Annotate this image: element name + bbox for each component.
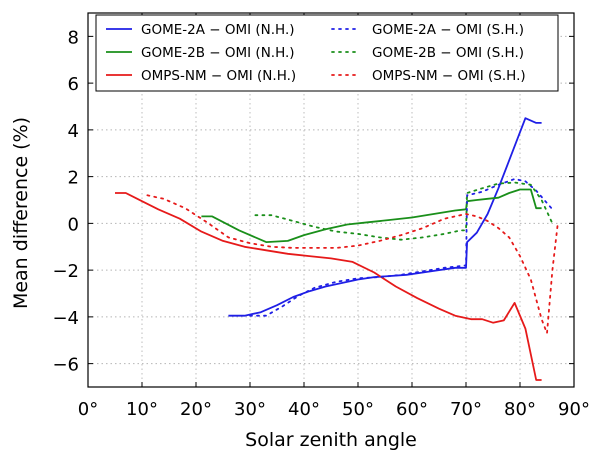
x-tick-label: 80°: [504, 399, 536, 420]
y-tick-label: 2: [68, 168, 79, 189]
legend-label: OMPS-NM − OMI (S.H.): [372, 68, 526, 84]
x-tick-label: 70°: [450, 399, 482, 420]
x-tick-label: 10°: [126, 399, 158, 420]
series-line: [228, 117, 542, 317]
legend-label: GOME-2A − OMI (S.H.): [372, 22, 524, 38]
y-tick-label: −4: [52, 308, 79, 329]
x-tick-label: 40°: [288, 399, 320, 420]
x-tick-label: 0°: [78, 399, 98, 420]
legend-label: OMPS-NM − OMI (N.H.): [141, 68, 296, 84]
x-tick-label: 90°: [558, 399, 590, 420]
y-tick-label: −2: [52, 261, 79, 282]
y-tick-label: −6: [52, 355, 79, 376]
series-line: [254, 181, 554, 241]
series-line: [146, 194, 559, 335]
y-tick-label: 8: [68, 27, 79, 48]
x-tick-label: 30°: [234, 399, 266, 420]
series-line: [201, 188, 542, 244]
plot-frame: [87, 12, 575, 388]
plot-lines: [115, 117, 559, 381]
legend-box: [95, 14, 559, 92]
y-tick-label: 6: [68, 74, 79, 95]
y-axis-label: Mean difference (%): [10, 117, 32, 309]
x-axis-label: Solar zenith angle: [245, 429, 417, 451]
y-tick-label: 0: [68, 214, 79, 235]
legend-label: GOME-2A − OMI (N.H.): [141, 22, 295, 38]
legend: GOME-2A − OMI (N.H.) GOME-2B − OMI (N.H.)…: [95, 14, 559, 92]
x-tick-label: 60°: [396, 399, 428, 420]
series-line: [249, 178, 554, 317]
x-tick-label: 50°: [342, 399, 374, 420]
legend-label: GOME-2B − OMI (S.H.): [372, 45, 524, 61]
series-line: [115, 192, 542, 381]
y-tick-label: 4: [68, 121, 79, 142]
legend-label: GOME-2B − OMI (N.H.): [141, 45, 295, 61]
x-tick-label: 20°: [180, 399, 212, 420]
